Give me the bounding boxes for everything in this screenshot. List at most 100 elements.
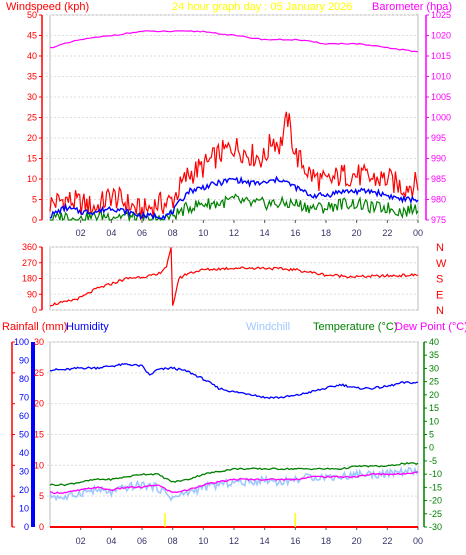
top-x-tick-label: 14 (260, 228, 270, 238)
temperature-tick-label: 30 (429, 363, 439, 373)
temperature-tick-label: 5 (429, 430, 434, 440)
windspeed-tick-label: 45 (27, 31, 37, 41)
windspeed-tick-label: 0 (32, 215, 37, 225)
rainfall-tick-label: 15 (34, 430, 44, 440)
humidity-line (49, 362, 419, 400)
bottom-x-tick-label: 14 (260, 536, 270, 546)
top-x-tick-label: 06 (137, 228, 147, 238)
compass-label: S (436, 274, 443, 286)
rainfall-tick-label: 0 (39, 522, 44, 532)
bottom-x-tick-label: 04 (106, 536, 116, 546)
humidity-tick-label: 70 (19, 393, 29, 403)
temperature-tick-label: 35 (429, 350, 439, 360)
barometer-tick-label: 985 (431, 174, 446, 184)
temperature-line (49, 462, 419, 487)
windchill-line (49, 465, 419, 502)
barometer-tick-label: 995 (431, 133, 446, 143)
rainfall-tick-label: 20 (34, 399, 44, 409)
windspeed-tick-label: 10 (27, 174, 37, 184)
wind-direction-line (49, 247, 419, 307)
bottom-x-tick-label: 06 (137, 536, 147, 546)
barometer-tick-label: 1020 (431, 31, 451, 41)
bottom-x-tick-label: 22 (382, 536, 392, 546)
direction-tick-label: 360 (22, 242, 37, 252)
humidity-tick-label: 10 (19, 504, 29, 514)
barometer-tick-label: 980 (431, 195, 446, 205)
dewpoint-line (49, 471, 419, 495)
temperature-tick-label: -15 (429, 482, 442, 492)
top-x-tick-label: 08 (168, 228, 178, 238)
compass-label: W (436, 258, 447, 270)
windspeed-tick-label: 25 (27, 113, 37, 123)
rainfall-title: Rainfall (mm) (2, 321, 67, 333)
bottom-x-tick-label: 10 (198, 536, 208, 546)
rainfall-tick-label: 5 (39, 491, 44, 501)
humidity-tick-label: 20 (19, 485, 29, 495)
graph-date-title: 24 hour graph day : 05 January 2026 (172, 1, 352, 13)
temperature-tick-label: 15 (429, 403, 439, 413)
bottom-x-tick-label: 02 (76, 536, 86, 546)
bottom-x-tick-label: 20 (352, 536, 362, 546)
windspeed-tick-label: 50 (27, 10, 37, 20)
direction-tick-label: 270 (22, 258, 37, 268)
windspeed-tick-label: 40 (27, 51, 37, 61)
rainfall-tick-label: 25 (34, 368, 44, 378)
windspeed-title: Windspeed (kph) (6, 1, 89, 13)
barometer-tick-label: 1005 (431, 92, 451, 102)
barometer-tick-label: 975 (431, 215, 446, 225)
top-x-tick-label: 22 (382, 228, 392, 238)
top-x-tick-label: 18 (321, 228, 331, 238)
compass-label: E (436, 289, 443, 301)
dewpoint-title: Dew Point (°C) (395, 321, 466, 333)
compass-label: N (436, 305, 444, 317)
compass-label: N (436, 242, 444, 254)
windspeed-average-line (49, 175, 419, 221)
windchill-title: Windchill (246, 321, 290, 333)
barometer-tick-label: 990 (431, 154, 446, 164)
rainfall-tick-label: 30 (34, 337, 44, 347)
humidity-tick-label: 40 (19, 448, 29, 458)
direction-tick-label: 0 (32, 305, 37, 315)
temperature-tick-label: -5 (429, 456, 437, 466)
temperature-tick-label: 10 (429, 416, 439, 426)
windspeed-tick-label: 15 (27, 154, 37, 164)
bottom-x-tick-label: 16 (290, 536, 300, 546)
barometer-line (49, 30, 419, 53)
rainfall-tick-label: 10 (34, 460, 44, 470)
humidity-tick-label: 60 (19, 411, 29, 421)
barometer-tick-label: 1000 (431, 113, 451, 123)
barometer-title: Barometer (hpa) (372, 1, 452, 13)
humidity-tick-label: 90 (19, 356, 29, 366)
windspeed-low-line (50, 193, 419, 223)
windspeed-tick-label: 5 (32, 195, 37, 205)
barometer-tick-label: 1010 (431, 72, 451, 82)
top-x-tick-label: 16 (290, 228, 300, 238)
temperature-tick-label: 0 (429, 443, 434, 453)
top-x-tick-label: 00 (413, 228, 423, 238)
top-x-tick-label: 10 (198, 228, 208, 238)
bottom-x-tick-label: 12 (229, 536, 239, 546)
top-x-tick-label: 02 (76, 228, 86, 238)
bottom-x-tick-label: 18 (321, 536, 331, 546)
humidity-tick-label: 50 (19, 430, 29, 440)
temperature-tick-label: 20 (429, 390, 439, 400)
direction-tick-label: 90 (27, 289, 37, 299)
barometer-tick-label: 1025 (431, 10, 451, 20)
windspeed-tick-label: 20 (27, 133, 37, 143)
windspeed-gust-line (49, 111, 419, 221)
humidity-title: Humidity (66, 321, 109, 333)
bottom-panel-frame (49, 341, 419, 528)
top-x-tick-label: 04 (106, 228, 116, 238)
windspeed-tick-label: 30 (27, 92, 37, 102)
barometer-tick-label: 1015 (431, 51, 451, 61)
humidity-tick-label: 80 (19, 374, 29, 384)
bottom-x-tick-label: 08 (168, 536, 178, 546)
temperature-tick-label: 40 (429, 337, 439, 347)
windspeed-tick-label: 35 (27, 72, 37, 82)
temperature-tick-label: 25 (429, 377, 439, 387)
temperature-tick-label: -25 (429, 509, 442, 519)
temperature-tick-label: -30 (429, 522, 442, 532)
temperature-tick-label: -10 (429, 469, 442, 479)
humidity-tick-label: 100 (14, 337, 29, 347)
